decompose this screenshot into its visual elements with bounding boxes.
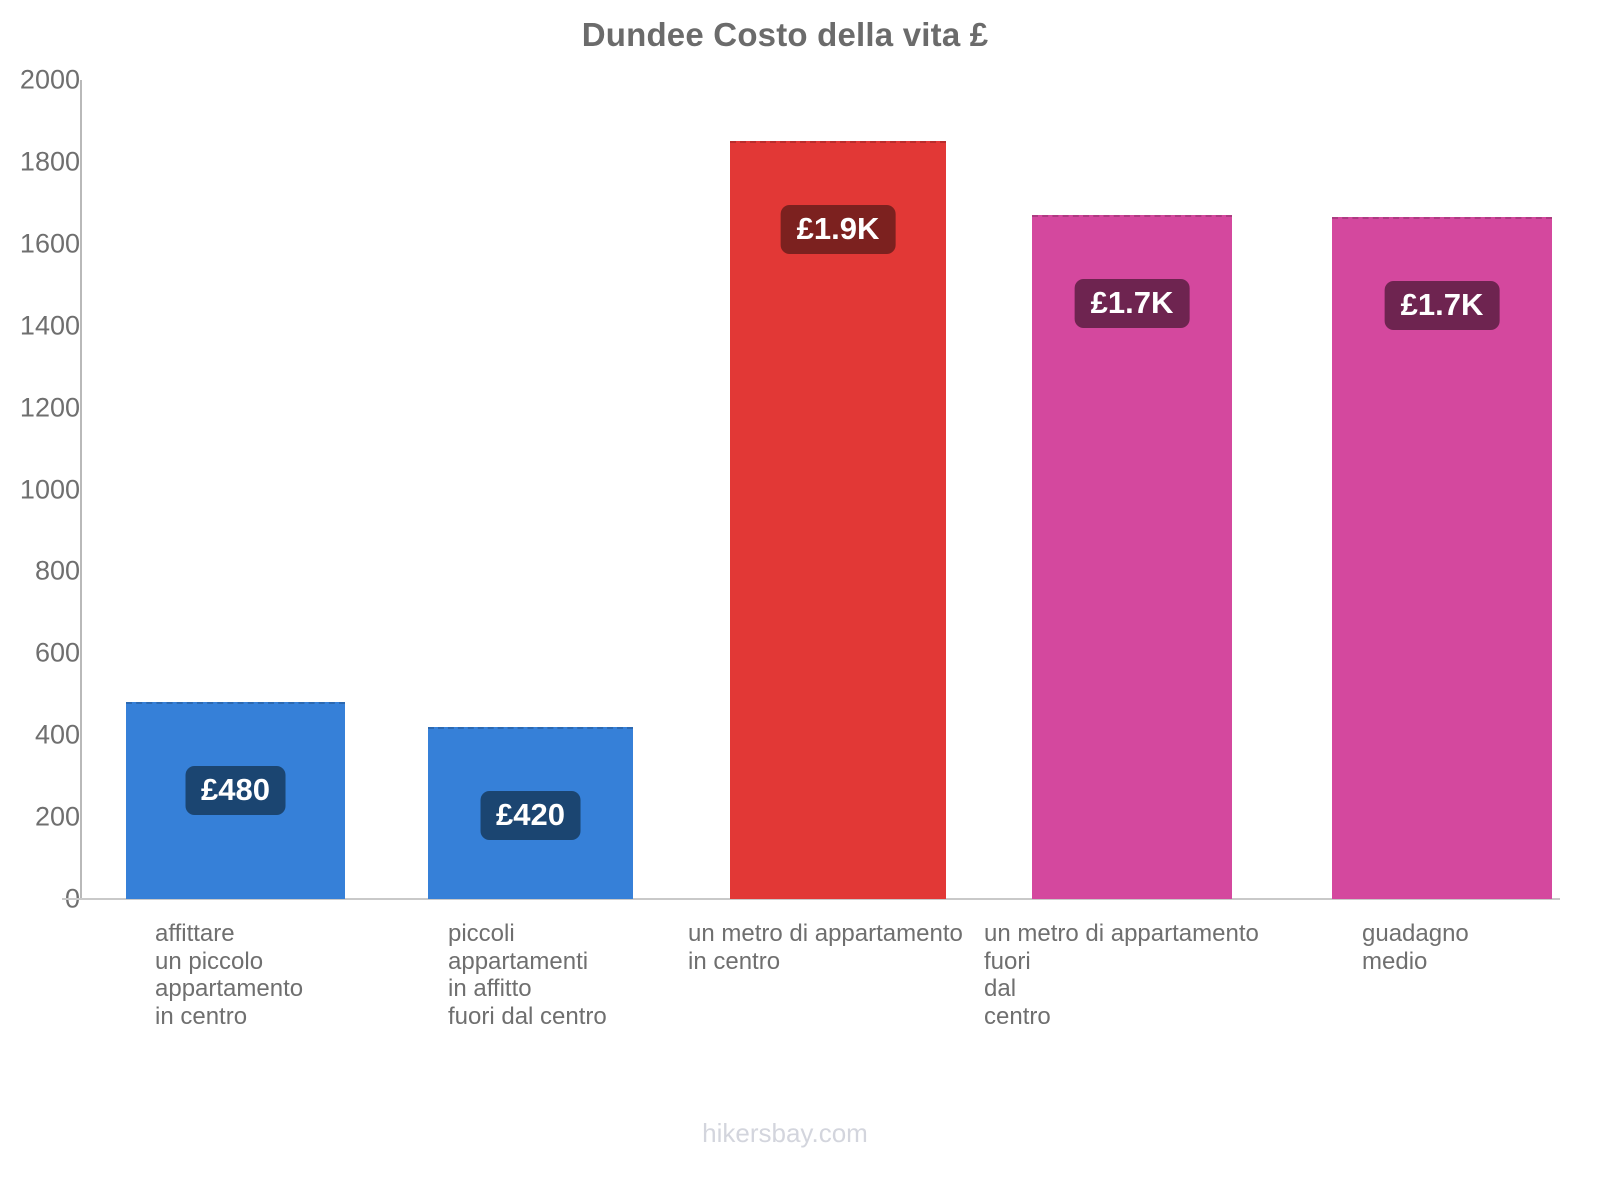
x-axis-category-label-5: guadagno medio bbox=[1362, 920, 1469, 975]
y-axis-tick-800: 800 bbox=[34, 555, 80, 586]
x-axis-category-label-4: un metro di appartamento fuori dal centr… bbox=[984, 920, 1259, 1030]
y-axis-tick-1800: 1800 bbox=[19, 146, 80, 177]
y-axis-tick-labels: 0 200 400 600 800 1000 1200 1400 1600 1800 2000 bbox=[0, 0, 80, 1200]
bar-4[interactable]: £1.7K bbox=[1032, 215, 1232, 899]
bar-2[interactable]: £420 bbox=[428, 727, 633, 899]
y-axis-tick-1600: 1600 bbox=[19, 228, 80, 259]
footer-credit: hikersbay.com bbox=[702, 1118, 868, 1148]
chart-title: Dundee Costo della vita £ bbox=[581, 16, 989, 53]
plot-area: £480 £420 £1.9K £1.7K £1.7K bbox=[80, 80, 1558, 899]
bar-value-label-1: £480 bbox=[185, 766, 286, 816]
y-axis-tick-1200: 1200 bbox=[19, 392, 80, 423]
x-axis-line bbox=[62, 898, 1560, 900]
x-axis-category-label-1: affittare un piccolo appartamento in cen… bbox=[155, 920, 304, 1030]
y-axis-tick-400: 400 bbox=[34, 719, 80, 750]
y-axis-tick-1400: 1400 bbox=[19, 310, 80, 341]
y-axis-tick-200: 200 bbox=[34, 801, 80, 832]
bar-1[interactable]: £480 bbox=[126, 702, 345, 899]
y-axis-tick-600: 600 bbox=[34, 637, 80, 668]
x-axis-category-label-3: un metro di appartamento in centro bbox=[688, 920, 963, 975]
bar-value-label-2: £420 bbox=[480, 791, 581, 840]
y-axis-tick-1000: 1000 bbox=[19, 474, 80, 504]
bar-value-label-3: £1.9K bbox=[780, 205, 896, 255]
bar-3[interactable]: £1.9K bbox=[730, 141, 946, 899]
y-axis-line bbox=[80, 80, 82, 899]
bar-5[interactable]: £1.7K bbox=[1332, 217, 1552, 899]
y-axis-tick-2000: 2000 bbox=[19, 64, 80, 95]
x-axis-category-label-2: piccoli appartamenti in affitto fuori da… bbox=[448, 920, 607, 1030]
bar-value-label-5: £1.7K bbox=[1384, 281, 1500, 331]
bar-value-label-4: £1.7K bbox=[1074, 279, 1190, 329]
